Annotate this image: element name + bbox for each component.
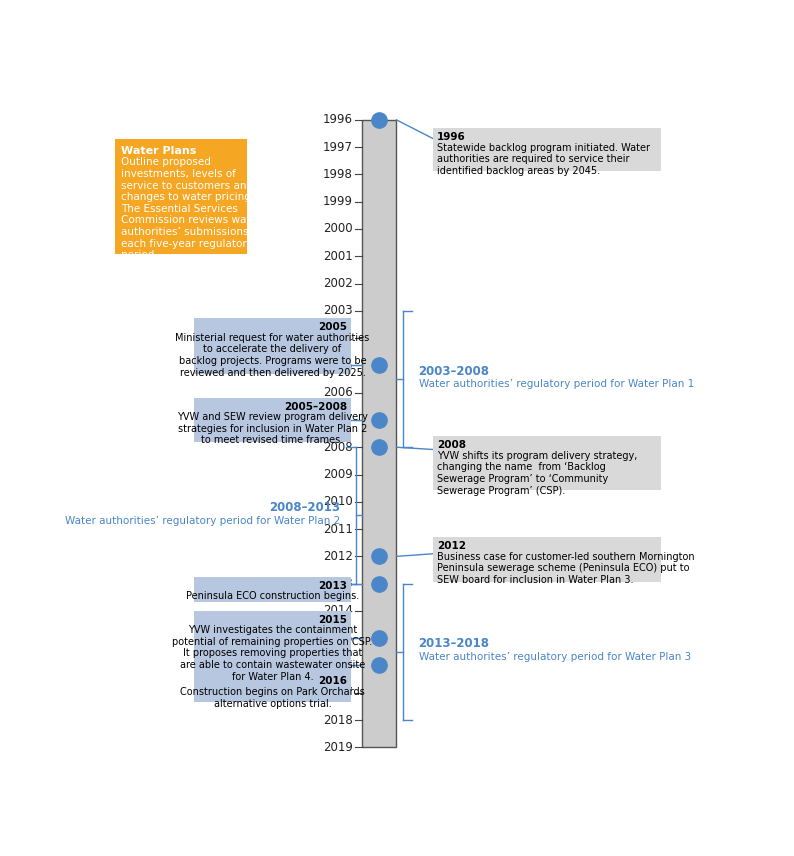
Text: 2000: 2000: [323, 223, 353, 235]
Text: 2008: 2008: [323, 441, 353, 454]
Text: 2011: 2011: [323, 522, 353, 536]
FancyBboxPatch shape: [434, 128, 661, 171]
Text: Outline proposed
investments, levels of
service to customers and
changes to wate: Outline proposed investments, levels of …: [121, 158, 266, 260]
Text: 1996: 1996: [437, 132, 466, 142]
Text: 2003: 2003: [323, 305, 353, 318]
Text: Peninsula ECO construction begins.: Peninsula ECO construction begins.: [186, 591, 359, 601]
Text: Business case for customer-led southern Mornington
Peninsula sewerage scheme (Pe: Business case for customer-led southern …: [437, 552, 695, 585]
Text: Water authorites’ regulatory period for Water Plan 3: Water authorites’ regulatory period for …: [418, 652, 691, 663]
Text: 2015: 2015: [318, 615, 347, 625]
Text: 2013: 2013: [323, 577, 353, 590]
Text: 2007: 2007: [323, 413, 353, 426]
Text: 2012: 2012: [323, 550, 353, 563]
FancyBboxPatch shape: [434, 437, 661, 490]
FancyBboxPatch shape: [194, 673, 351, 702]
FancyBboxPatch shape: [434, 538, 661, 582]
FancyBboxPatch shape: [194, 397, 351, 443]
Text: Water authorities’ regulatory period for Water Plan 1: Water authorities’ regulatory period for…: [418, 379, 694, 389]
Text: YVW and SEW review program delivery
strategies for inclusion in Water Plan 2
to : YVW and SEW review program delivery stra…: [177, 412, 368, 445]
Text: 2013–2018: 2013–2018: [418, 638, 490, 651]
Text: Construction begins on Park Orchards
alternative options trial.: Construction begins on Park Orchards alt…: [180, 687, 365, 709]
Text: 2005: 2005: [323, 359, 353, 372]
FancyBboxPatch shape: [114, 139, 247, 254]
Text: 2008–2013: 2008–2013: [269, 501, 340, 514]
Text: YVW shifts its program delivery strategy,
changing the name  from ‘Backlog
Sewer: YVW shifts its program delivery strategy…: [437, 451, 638, 496]
Text: Statewide backlog program initiated. Water
authorities are required to service t: Statewide backlog program initiated. Wat…: [437, 143, 650, 175]
Text: 2015: 2015: [323, 632, 353, 645]
Text: 2010: 2010: [323, 496, 353, 508]
Text: 2016: 2016: [323, 659, 353, 672]
Text: 2002: 2002: [323, 277, 353, 290]
Text: 2001: 2001: [323, 250, 353, 263]
Text: 2012: 2012: [437, 541, 466, 551]
Text: 2017: 2017: [323, 687, 353, 699]
Text: 1998: 1998: [323, 168, 353, 181]
Text: 2016: 2016: [318, 676, 347, 687]
FancyBboxPatch shape: [194, 577, 351, 602]
FancyBboxPatch shape: [194, 610, 351, 676]
Text: Water authorities’ regulatory period for Water Plan 2: Water authorities’ regulatory period for…: [64, 515, 340, 526]
Text: 2018: 2018: [323, 714, 353, 727]
Text: 2013: 2013: [318, 580, 347, 591]
Text: 1996: 1996: [323, 113, 353, 127]
Text: 2008: 2008: [437, 440, 466, 450]
Text: 2014: 2014: [323, 604, 353, 617]
Text: YVW investigates the containment
potential of remaining properties on CSP.
It pr: YVW investigates the containment potenti…: [172, 625, 372, 681]
Text: Water Plans: Water Plans: [121, 146, 196, 156]
Text: 2004: 2004: [323, 331, 353, 345]
Text: 2005: 2005: [318, 322, 347, 332]
Text: 1997: 1997: [323, 140, 353, 153]
FancyBboxPatch shape: [194, 318, 351, 374]
FancyBboxPatch shape: [362, 120, 396, 747]
Text: 2005–2008: 2005–2008: [284, 401, 347, 412]
Text: 1999: 1999: [323, 195, 353, 208]
Text: 2019: 2019: [323, 740, 353, 754]
Text: Ministerial request for water authorities
to accelerate the delivery of
backlog : Ministerial request for water authoritie…: [175, 333, 369, 377]
Text: 2006: 2006: [323, 386, 353, 399]
Text: 2003–2008: 2003–2008: [418, 365, 490, 377]
Text: 2009: 2009: [323, 468, 353, 481]
